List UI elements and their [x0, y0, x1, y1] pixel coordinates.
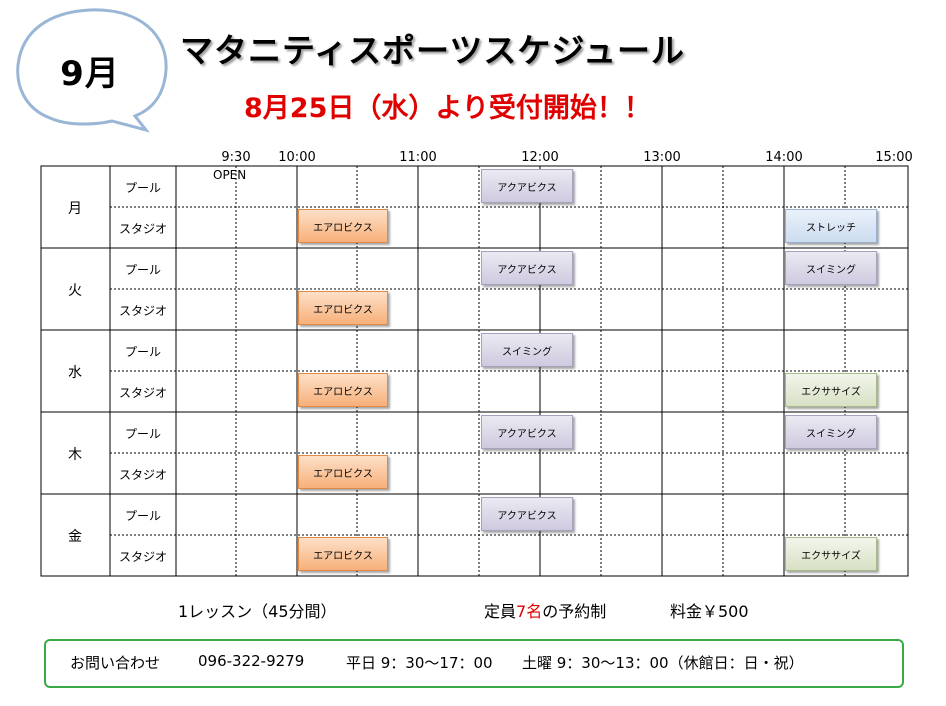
day-label-thursday: 木 — [68, 447, 82, 463]
day-label-friday: 金 — [68, 529, 82, 545]
facility-label-pool: プール — [124, 181, 161, 195]
day-label-wednesday: 水 — [68, 365, 82, 381]
facility-label-pool: プール — [124, 427, 161, 441]
class-block: スイミング — [481, 333, 573, 367]
contact-box: お問い合わせ 096-322-9279 平日 9：30～17：00 土曜 9：3… — [44, 639, 904, 688]
class-block: アクアビクス — [481, 169, 573, 203]
contact-label: お問い合わせ — [70, 654, 161, 672]
month-label: 9月 — [60, 54, 120, 94]
speech-bubble — [16, 8, 168, 133]
facility-label-studio: スタジオ — [118, 304, 167, 318]
class-block: スイミング — [785, 415, 877, 449]
facility-label-studio: スタジオ — [118, 222, 167, 236]
facility-label-studio: スタジオ — [118, 550, 167, 564]
time-label: 12:00 — [521, 150, 559, 165]
facility-label-pool: プール — [124, 345, 161, 359]
class-block: エアロビクス — [298, 537, 388, 571]
time-label: 13:00 — [643, 150, 681, 165]
class-block: アクアビクス — [481, 251, 573, 285]
weekday-hours: 平日 9：30～17：00 — [346, 654, 493, 672]
class-block: スイミング — [785, 251, 877, 285]
class-block: エアロビクス — [298, 455, 388, 489]
facility-label-studio: スタジオ — [118, 386, 167, 400]
class-block: アクアビクス — [481, 415, 573, 449]
time-label: 10:00 — [278, 150, 316, 165]
facility-label-studio: スタジオ — [118, 468, 167, 482]
time-label: 11:00 — [399, 150, 437, 165]
saturday-hours: 土曜 9：30～13：00（休館日：日・祝） — [522, 654, 804, 672]
contact-phone: 096-322-9279 — [198, 652, 305, 670]
price-note: 料金￥500 — [670, 602, 749, 621]
class-block: アクアビクス — [481, 497, 573, 531]
registration-notice: 8月25日（水）より受付開始！！ — [244, 93, 651, 124]
class-block: ストレッチ — [785, 209, 877, 243]
class-block: エクササイズ — [785, 373, 877, 407]
page-title: マタニティスポーツスケジュール — [180, 31, 686, 70]
class-block: エアロビクス — [298, 373, 388, 407]
day-label-monday: 月 — [68, 201, 82, 217]
lesson-duration: 1レッスン（45分間） — [178, 602, 337, 621]
day-label-tuesday: 火 — [68, 283, 82, 299]
time-label: 9:30 — [221, 150, 251, 165]
capacity-prefix: 定員 — [484, 602, 517, 621]
capacity-suffix: の予約制 — [542, 602, 607, 621]
capacity-number: 7名 — [516, 602, 543, 621]
facility-label-pool: プール — [124, 509, 161, 523]
time-label: 15:00 — [875, 150, 913, 165]
class-block: エアロビクス — [298, 291, 388, 325]
capacity-note: 定員7名の予約制 — [484, 598, 606, 622]
class-block: エクササイズ — [785, 537, 877, 571]
facility-label-pool: プール — [124, 263, 161, 277]
time-label: 14:00 — [765, 150, 803, 165]
class-block: エアロビクス — [298, 209, 388, 243]
open-label: OPEN — [213, 168, 247, 182]
